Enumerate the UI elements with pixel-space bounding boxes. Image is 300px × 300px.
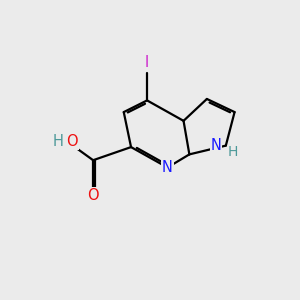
Text: O: O: [87, 188, 99, 203]
Text: H: H: [53, 134, 64, 149]
Text: H: H: [228, 145, 238, 159]
Text: I: I: [145, 55, 149, 70]
Text: O: O: [66, 134, 78, 149]
Text: N: N: [211, 138, 221, 153]
Text: N: N: [162, 160, 173, 175]
